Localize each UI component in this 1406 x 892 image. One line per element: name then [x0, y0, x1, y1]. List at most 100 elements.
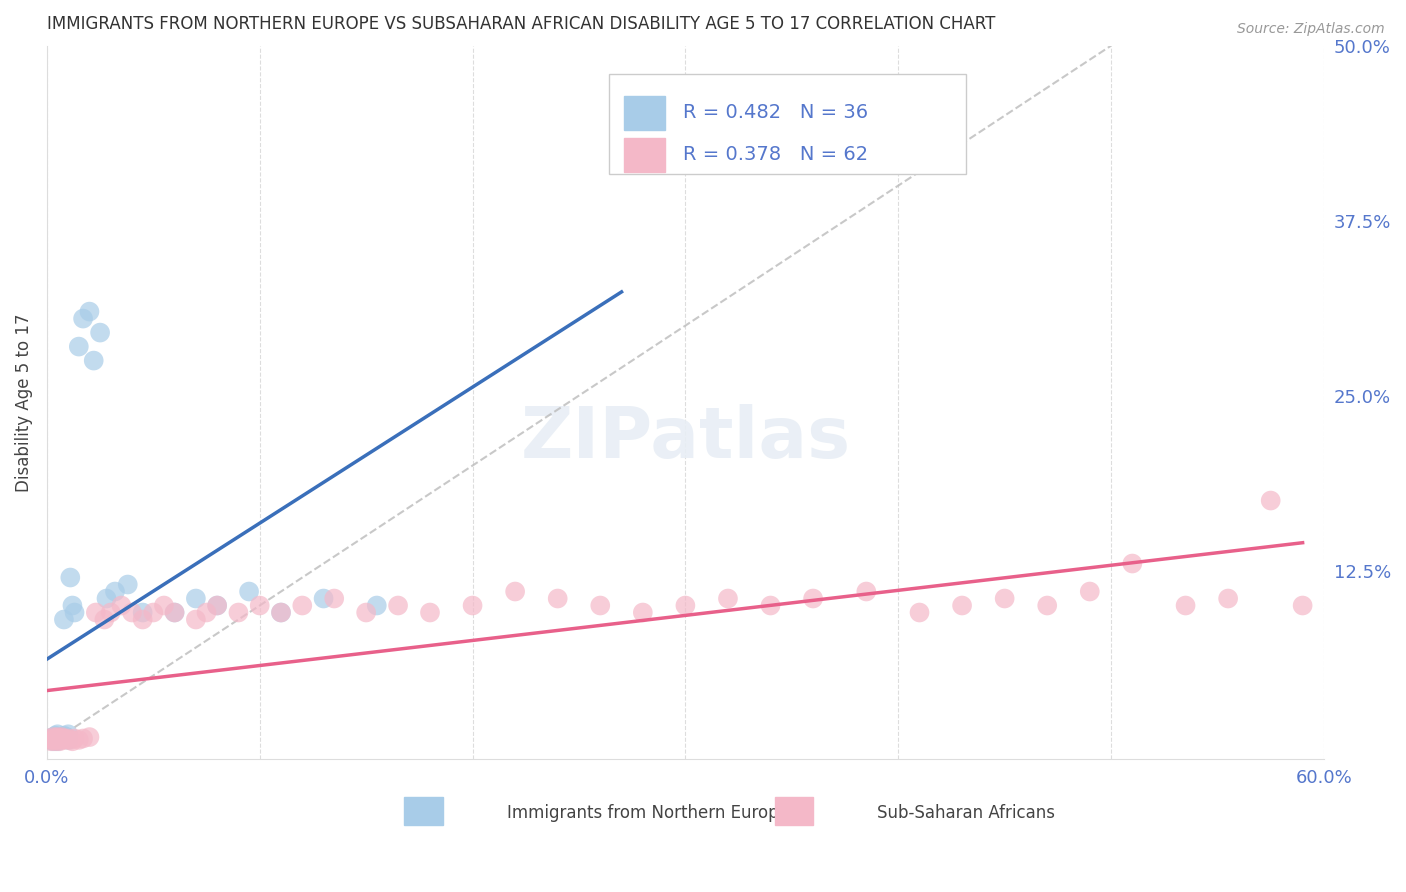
Point: [1174, 599, 1197, 613]
Point: [270, 606, 292, 620]
Point: [238, 584, 260, 599]
Point: [38, 731, 60, 746]
Point: [759, 599, 782, 613]
Point: [205, 599, 228, 613]
Point: [89, 326, 111, 340]
Point: [52, 613, 75, 627]
Point: [717, 591, 740, 606]
Point: [1260, 493, 1282, 508]
Point: [195, 606, 218, 620]
Bar: [624, 95, 665, 130]
Point: [1291, 599, 1313, 613]
Point: [51, 730, 73, 744]
Point: [39, 734, 62, 748]
Point: [48, 732, 70, 747]
Point: [52, 731, 75, 746]
Point: [44, 731, 66, 746]
Point: [419, 606, 441, 620]
Point: [67, 340, 90, 354]
Point: [547, 591, 569, 606]
Point: [100, 606, 122, 620]
Point: [59, 570, 82, 584]
Text: Sub-Saharan Africans: Sub-Saharan Africans: [877, 804, 1054, 822]
Point: [55, 730, 77, 744]
Point: [387, 599, 409, 613]
Point: [46, 730, 69, 744]
Point: [62, 599, 84, 613]
Point: [131, 613, 153, 627]
Point: [249, 599, 271, 613]
Point: [62, 734, 84, 748]
Point: [44, 731, 66, 746]
Point: [59, 732, 82, 747]
Bar: [624, 137, 665, 172]
FancyBboxPatch shape: [609, 74, 966, 174]
Text: Source: ZipAtlas.com: Source: ZipAtlas.com: [1237, 22, 1385, 37]
Point: [121, 606, 143, 620]
Point: [631, 606, 654, 620]
Point: [117, 577, 139, 591]
Point: [1216, 591, 1239, 606]
Bar: [405, 797, 443, 825]
Point: [48, 731, 70, 746]
Point: [52, 729, 75, 743]
Point: [48, 730, 70, 744]
Point: [56, 731, 79, 746]
Point: [153, 599, 176, 613]
Text: R = 0.378   N = 62: R = 0.378 N = 62: [683, 145, 868, 163]
Point: [950, 599, 973, 613]
Point: [93, 613, 115, 627]
Point: [44, 734, 66, 748]
Point: [673, 599, 696, 613]
Y-axis label: Disability Age 5 to 17: Disability Age 5 to 17: [15, 313, 32, 491]
Point: [46, 727, 69, 741]
Point: [56, 732, 79, 747]
Point: [142, 606, 165, 620]
Point: [503, 584, 526, 599]
Point: [312, 591, 335, 606]
Point: [72, 731, 94, 746]
Point: [55, 732, 77, 747]
Point: [366, 599, 388, 613]
Point: [72, 311, 94, 326]
Point: [38, 731, 60, 746]
Point: [46, 734, 69, 748]
Point: [51, 731, 73, 746]
Point: [63, 606, 86, 620]
Point: [205, 599, 228, 613]
Point: [228, 606, 250, 620]
Point: [1036, 599, 1059, 613]
Point: [163, 606, 186, 620]
Point: [855, 584, 877, 599]
Point: [42, 734, 65, 748]
Point: [46, 732, 69, 747]
Point: [270, 606, 292, 620]
Point: [48, 734, 70, 748]
Point: [83, 353, 105, 368]
Point: [163, 606, 186, 620]
Point: [1078, 584, 1101, 599]
Point: [323, 591, 346, 606]
Point: [994, 591, 1017, 606]
Point: [291, 599, 314, 613]
Text: R = 0.482   N = 36: R = 0.482 N = 36: [683, 103, 868, 121]
Point: [79, 304, 101, 318]
Point: [908, 606, 931, 620]
Point: [39, 732, 62, 747]
Point: [104, 584, 127, 599]
Point: [1121, 557, 1143, 571]
Text: IMMIGRANTS FROM NORTHERN EUROPE VS SUBSAHARAN AFRICAN DISABILITY AGE 5 TO 17 COR: IMMIGRANTS FROM NORTHERN EUROPE VS SUBSA…: [46, 15, 995, 33]
Point: [461, 599, 484, 613]
Point: [131, 606, 153, 620]
Point: [354, 606, 377, 620]
Point: [63, 731, 86, 746]
Point: [184, 591, 207, 606]
Point: [589, 599, 612, 613]
Point: [56, 727, 79, 741]
Point: [51, 732, 73, 747]
Bar: [775, 797, 813, 825]
Point: [801, 591, 824, 606]
Point: [42, 730, 65, 744]
Point: [67, 732, 90, 747]
Text: Immigrants from Northern Europe: Immigrants from Northern Europe: [506, 804, 789, 822]
